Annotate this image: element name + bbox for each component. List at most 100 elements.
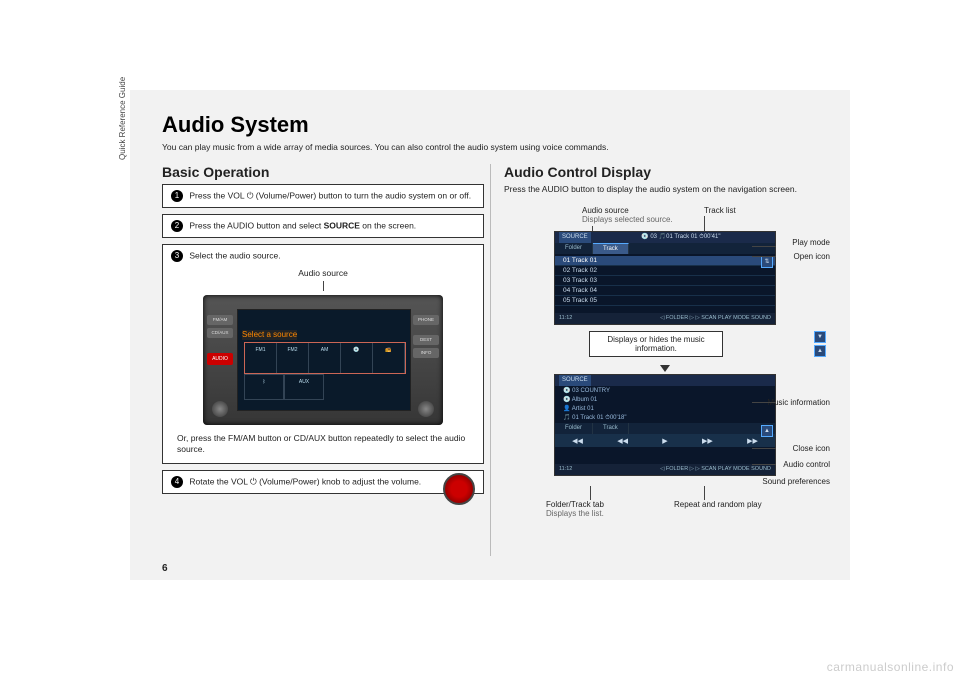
lead-line — [752, 402, 776, 403]
phone-button[interactable]: PHONE — [413, 315, 439, 325]
ctrl-play[interactable]: ▶ — [662, 437, 667, 445]
watermark: carmanualsonline.info — [827, 660, 954, 674]
select-source-text: Select a source — [242, 330, 297, 340]
dest-button[interactable]: DEST — [413, 335, 439, 345]
fmam-button[interactable]: FM/AM — [207, 315, 233, 325]
page-subtitle: You can play music from a wide array of … — [162, 142, 826, 152]
ns1-footer: 11:12 ◁ FOLDER ▷ ▷ SCAN PLAY MODE SOUND — [555, 313, 775, 324]
src-cd[interactable]: 💿 — [341, 343, 373, 373]
nav-screen-1: SOURCE 💿 03 🎵01 Track 01 ⏱00'41" Folder … — [554, 231, 776, 325]
ctrl-next-fast[interactable]: ▶▶ — [747, 437, 758, 445]
ns1-tab-folder[interactable]: Folder — [555, 243, 593, 254]
step-4-num: 4 — [171, 476, 183, 488]
ns2-footer: 11:12 ◁ FOLDER ▷ ▷ SCAN PLAY MODE SOUND — [555, 464, 775, 475]
left-knob[interactable] — [212, 401, 228, 417]
src-radio[interactable]: 📻 — [373, 343, 405, 373]
cdaux-button[interactable]: CD/AUX — [207, 328, 233, 338]
ns2-footer-items: ◁ FOLDER ▷ ▷ SCAN PLAY MODE SOUND — [660, 464, 771, 475]
ns2-tabs: Folder Track — [555, 423, 775, 434]
ns1-track-list: 01 Track 01 02 Track 02 03 Track 03 04 T… — [555, 254, 775, 308]
step-2-text-b: SOURCE — [324, 220, 360, 230]
page: Audio System You can play music from a w… — [130, 90, 850, 580]
close-icon[interactable]: ▲ — [814, 345, 826, 357]
ctrl-next[interactable]: ▶▶ — [702, 437, 713, 445]
lead-line — [704, 486, 705, 500]
lead-line — [752, 464, 776, 465]
src-am[interactable]: AM — [309, 343, 341, 373]
head-unit-panel: FM/AM CD/AUX AUDIO PHONE DEST INFO Selec… — [203, 295, 443, 425]
ctrl-prev-fast[interactable]: ◀◀ — [572, 437, 583, 445]
lead-line — [752, 448, 776, 449]
ns2-header: SOURCE — [555, 375, 775, 386]
callout-folder-track: Folder/Track tab Displays the list. — [546, 500, 604, 518]
step-3-box: 3 Select the audio source. Audio source … — [162, 244, 484, 464]
src-fm1[interactable]: FM1 — [245, 343, 277, 373]
ns2-tab-folder[interactable]: Folder — [555, 423, 593, 434]
info-button[interactable]: INFO — [413, 348, 439, 358]
step-2-box: 2 Press the AUDIO button and select SOUR… — [162, 214, 484, 238]
page-title: Audio System — [162, 112, 826, 138]
ns1-tabs: Folder Track — [555, 243, 775, 254]
src-bt[interactable]: ᛒ — [244, 374, 284, 400]
step-3-note: Or, press the FM/AM button or CD/AUX but… — [171, 433, 475, 455]
lead-line — [590, 486, 591, 500]
callout-audio-control: Audio control — [783, 460, 830, 469]
step-3-text: Select the audio source. — [189, 250, 280, 260]
source-badge[interactable]: SOURCE — [559, 375, 591, 386]
page-number: 6 — [162, 563, 168, 574]
step-4-box: 4 Rotate the VOL ⏻ (Volume/Power) knob t… — [162, 470, 484, 494]
step-4-text: Rotate the VOL ⏻ (Volume/Power) knob to … — [189, 476, 421, 486]
info-row: 🎵 01 Track 01 ⏱00'18" — [555, 413, 775, 423]
step-2-text-c: on the screen. — [360, 220, 416, 230]
callout-track-list: Track list — [704, 206, 736, 215]
head-unit-screen: Select a source FM1 FM2 AM 💿 📻 ᛒ AUX — [237, 309, 411, 411]
toggle-icons: ▼ ▲ — [814, 331, 826, 357]
callout-music-info: Music information — [767, 398, 830, 407]
info-row: 👤 Artist 01 — [555, 404, 775, 413]
audio-control-heading: Audio Control Display — [504, 164, 826, 180]
ns1-time: 11:12 — [559, 313, 572, 324]
audio-button[interactable]: AUDIO — [207, 353, 233, 365]
callout-repeat-random: Repeat and random play — [674, 500, 762, 509]
ns2-controls: ◀◀ ◀◀ ▶ ▶▶ ▶▶ — [555, 434, 775, 447]
track-row[interactable]: 05 Track 05 — [555, 296, 775, 306]
ns1-header: SOURCE 💿 03 🎵01 Track 01 ⏱00'41" — [555, 232, 775, 243]
track-row[interactable]: 03 Track 03 — [555, 276, 775, 286]
src-fm2[interactable]: FM2 — [277, 343, 309, 373]
column-divider — [490, 164, 491, 556]
open-arrow-icon[interactable]: ⇅ — [761, 256, 773, 268]
info-row: 💿 Album 01 — [555, 395, 775, 404]
ns2-tab-track[interactable]: Track — [593, 423, 629, 434]
step-2-text-a: Press the AUDIO button and select — [189, 220, 323, 230]
source-row-2: ᛒ AUX — [244, 374, 324, 400]
track-row[interactable]: 04 Track 04 — [555, 286, 775, 296]
ns2-info: 💿 03 COUNTRY 💿 Album 01 👤 Artist 01 🎵 01… — [555, 386, 775, 423]
source-row-1: FM1 FM2 AM 💿 📻 — [244, 342, 406, 374]
src-aux[interactable]: AUX — [284, 374, 324, 400]
ns1-tab-track[interactable]: Track — [593, 243, 629, 254]
step-2-num: 2 — [171, 220, 183, 232]
track-row[interactable]: 02 Track 02 — [555, 266, 775, 276]
ctrl-prev[interactable]: ◀◀ — [617, 437, 628, 445]
left-column: Basic Operation 1 Press the VOL ⏻ (Volum… — [162, 164, 484, 500]
open-icon[interactable]: ▼ — [814, 331, 826, 343]
source-badge[interactable]: SOURCE — [559, 232, 591, 243]
nav-screen-2: SOURCE 💿 03 COUNTRY 💿 Album 01 👤 Artist … — [554, 374, 776, 476]
right-knob[interactable] — [418, 401, 434, 417]
right-column: Audio Control Display Press the AUDIO bu… — [504, 164, 826, 500]
close-arrow-icon[interactable]: ▲ — [761, 425, 773, 437]
step-3-num: 3 — [171, 250, 183, 262]
arrow-down-icon — [660, 365, 670, 372]
lead-line — [323, 281, 324, 291]
callout-sound-pref: Sound preferences — [762, 478, 830, 487]
ns1-footer-items: ◁ FOLDER ▷ ▷ SCAN PLAY MODE SOUND — [660, 313, 771, 324]
ns2-time: 11:12 — [559, 464, 572, 475]
info-row: 💿 03 COUNTRY — [555, 386, 775, 395]
info-toggle-box: Displays or hides the music information. — [589, 331, 723, 357]
callout-close-icon: Close icon — [793, 444, 830, 453]
audio-source-label: Audio source — [171, 268, 475, 279]
lead-line — [752, 256, 776, 257]
volume-knob-icon — [443, 473, 475, 505]
track-row[interactable]: 01 Track 01 — [555, 256, 775, 266]
step-1-num: 1 — [171, 190, 183, 202]
